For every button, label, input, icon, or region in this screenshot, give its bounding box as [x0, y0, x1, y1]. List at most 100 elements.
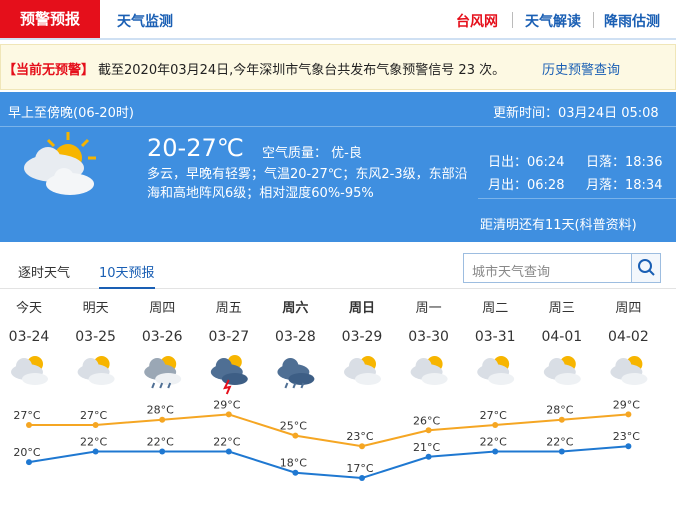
date: 03-29	[342, 329, 383, 345]
bolt	[222, 379, 232, 395]
rain	[300, 382, 305, 389]
alert-link[interactable]: 历史预警查询	[542, 63, 621, 78]
tab-active[interactable]: 预警预报	[0, 0, 100, 38]
period: 早上至傍晚(06-20时)	[8, 106, 134, 121]
rain	[151, 382, 156, 389]
high-point	[492, 422, 499, 428]
link[interactable]: 降雨估测	[604, 14, 660, 30]
low-point	[359, 475, 365, 481]
cloud	[355, 373, 381, 385]
weekday: 周日	[349, 301, 375, 316]
cloud	[149, 358, 166, 374]
cloud	[82, 358, 99, 374]
date: 03-28	[275, 329, 316, 345]
high-label: 27°C	[480, 409, 507, 422]
forecast: 今天 03-24 27°C 20°C 明天 03-25 27°C 22°C 周四 03-26 28°…	[9, 300, 649, 481]
cloud	[548, 358, 565, 374]
date: 03-25	[75, 329, 116, 345]
top-tabs: 预警预报 天气监测 台风网 天气解读 降雨估测	[0, 0, 676, 40]
tab[interactable]: 天气监测	[117, 14, 173, 30]
cloud	[288, 373, 315, 385]
cloud	[282, 358, 299, 374]
weather-icon	[77, 356, 115, 385]
high-label: 25°C	[280, 420, 307, 433]
high-label: 28°C	[147, 404, 174, 417]
weather-icon	[477, 356, 515, 385]
weather-icon	[410, 356, 448, 385]
cloud	[16, 358, 32, 374]
sunset: 日落：18:36	[586, 155, 663, 170]
low-point	[292, 469, 299, 476]
search-input[interactable]: 城市天气查询	[463, 253, 632, 283]
link[interactable]: 天气解读	[525, 14, 581, 30]
low-label: 21°C	[413, 441, 440, 454]
separator	[512, 12, 513, 28]
cloud	[215, 358, 232, 374]
low-label: 22°C	[213, 436, 240, 449]
weekday: 今天	[16, 300, 42, 316]
high-point	[92, 422, 99, 428]
tab-active[interactable]: 10天预报	[99, 262, 155, 289]
festival[interactable]: 距清明还有11天(科普资料)	[480, 218, 637, 233]
high-label: 27°C	[80, 409, 107, 422]
alert-text: 截至2020年03月24日,今年深圳市气象台共发布气象预警信号 23 次。	[98, 63, 506, 78]
high-point	[159, 416, 166, 423]
temp-range: 20-27℃	[147, 134, 244, 162]
low-label: 22°C	[147, 436, 174, 449]
weekday: 周六	[282, 300, 308, 316]
low-point	[92, 448, 99, 455]
alert-bar: 【当前无预警】 截至2020年03月24日,今年深圳市气象台共发布气象预警信号 …	[0, 44, 676, 90]
cloud	[22, 373, 48, 385]
high-label: 27°C	[13, 409, 40, 422]
weekday: 周一	[416, 301, 442, 316]
high-line	[29, 413, 629, 448]
high-point	[225, 411, 232, 418]
moonset: 月落：18:34	[586, 178, 663, 193]
cloud	[88, 373, 115, 385]
high-point	[26, 422, 32, 428]
cloud	[615, 358, 632, 374]
tab-line	[0, 288, 676, 289]
low-label: 22°C	[546, 436, 573, 449]
date: 04-02	[608, 329, 649, 345]
low-point	[558, 448, 565, 455]
cloud	[621, 373, 648, 385]
high-point	[425, 427, 432, 434]
weather-icon	[543, 356, 581, 385]
moonrise: 月出：06:28	[488, 178, 565, 193]
low-label: 17°C	[346, 462, 373, 475]
cloud	[221, 373, 248, 385]
high-point	[558, 416, 565, 423]
cloud	[155, 373, 182, 385]
rain	[292, 382, 297, 389]
weekday: 明天	[83, 301, 109, 316]
weather-icon	[344, 356, 381, 385]
cloud	[349, 358, 365, 374]
cloud	[421, 373, 448, 385]
high-label: 23°C	[346, 430, 373, 443]
weather-icon	[210, 355, 248, 395]
low-label: 23°C	[613, 430, 640, 443]
weekday: 周五	[216, 301, 242, 316]
weather-icon	[144, 356, 182, 389]
today-icon	[24, 132, 96, 195]
today-panel: 早上至傍晚(06-20时) 更新时间：03月24日 05:08 20-27℃ 空…	[0, 92, 676, 242]
weekday: 周四	[615, 301, 641, 316]
cloud	[415, 358, 432, 374]
date: 04-01	[541, 329, 582, 345]
weekday: 周三	[549, 301, 575, 316]
low-point	[159, 448, 166, 455]
high-point	[625, 411, 632, 418]
rain	[167, 382, 172, 389]
rain	[159, 382, 164, 389]
weather-icon	[11, 356, 48, 385]
tab[interactable]: 逐时天气	[18, 266, 71, 281]
low-point	[492, 448, 499, 455]
link[interactable]: 台风网	[456, 14, 498, 30]
weekday: 周二	[482, 301, 508, 316]
search-button[interactable]	[631, 253, 661, 283]
high-point	[292, 432, 299, 439]
weather-icon	[277, 358, 315, 389]
date: 03-30	[408, 329, 449, 345]
alert-status: 【当前无预警】	[3, 63, 95, 78]
